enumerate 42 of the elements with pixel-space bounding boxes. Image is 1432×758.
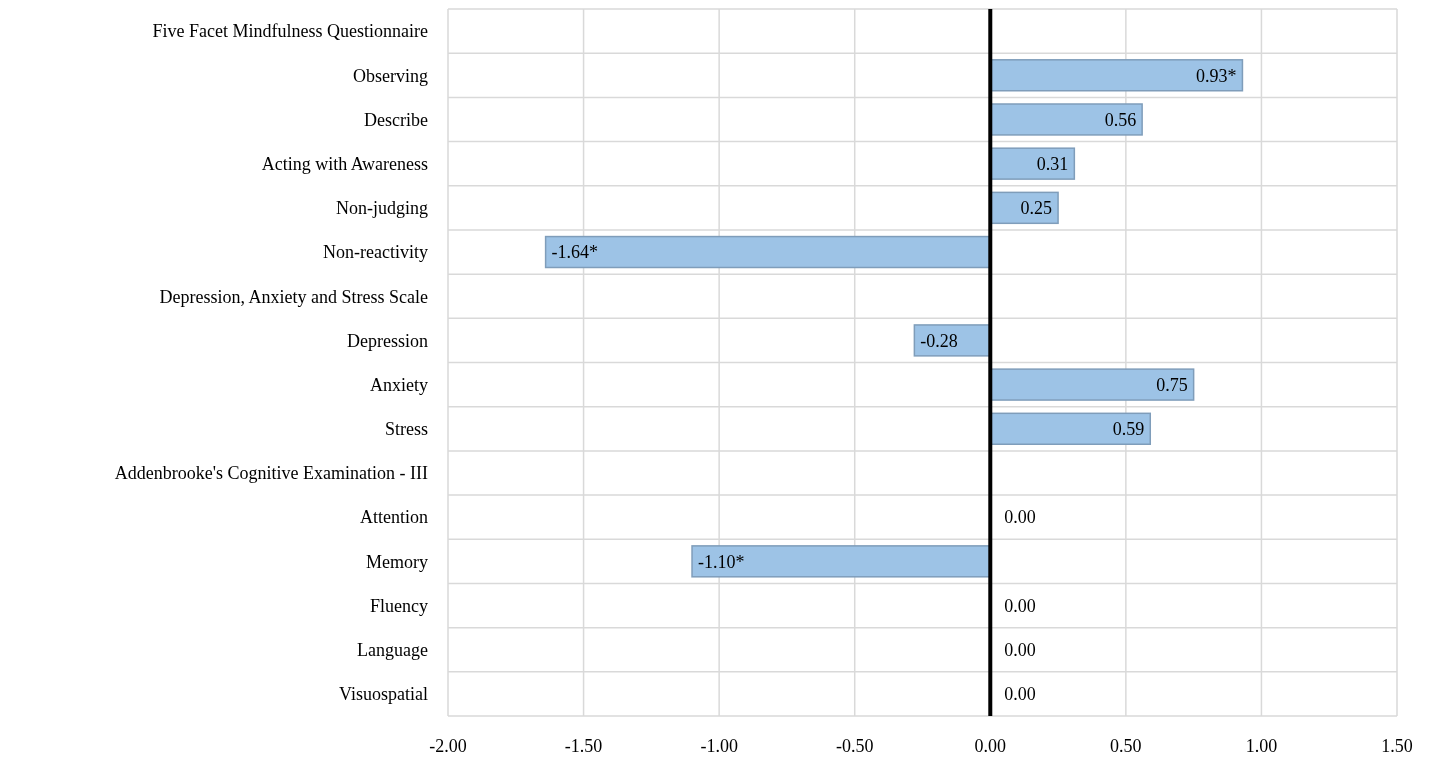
y-tick-label: Language <box>357 640 428 661</box>
data-label: 0.00 <box>1004 684 1036 705</box>
x-tick-label: -1.00 <box>700 736 738 757</box>
bar <box>989 103 1143 136</box>
bar <box>989 59 1244 92</box>
bar <box>989 412 1152 445</box>
bar <box>989 147 1076 180</box>
data-label: 0.00 <box>1004 507 1036 528</box>
data-label: 0.56 <box>1104 109 1137 130</box>
bar <box>989 368 1195 401</box>
y-tick-label: Five Facet Mindfulness Questionnaire <box>152 21 429 42</box>
y-tick-label: Stress <box>384 419 428 440</box>
y-tick-label: Memory <box>366 551 428 572</box>
x-tick-label: -0.50 <box>835 736 874 757</box>
y-tick-label: Depression <box>347 330 428 351</box>
data-label: 0.59 <box>1112 419 1145 440</box>
y-tick-label: Acting with Awareness <box>261 153 428 174</box>
y-tick-label: Attention <box>360 507 428 528</box>
y-tick-label: Addenbrooke's Cognitive Examination - III <box>114 463 429 484</box>
y-tick-label: Anxiety <box>370 374 428 395</box>
x-tick-label: 1.00 <box>1245 736 1278 757</box>
data-label: -1.64* <box>551 242 599 263</box>
x-tick-label: 1.50 <box>1381 736 1413 757</box>
data-label: 0.00 <box>1004 640 1036 661</box>
x-tick-label: -1.50 <box>564 736 603 757</box>
y-tick-label: Depression, Anxiety and Stress Scale <box>159 286 429 307</box>
data-label: -1.10* <box>698 551 745 572</box>
y-tick-label: Visuospatial <box>339 684 428 705</box>
y-tick-label: Non-reactivity <box>323 242 428 263</box>
data-label: 0.93* <box>1195 65 1237 86</box>
y-tick-label: Observing <box>353 65 428 86</box>
data-label: 0.31 <box>1036 153 1069 174</box>
x-tick-label: 0.50 <box>1110 736 1142 757</box>
y-tick-label: Non-judging <box>336 198 428 219</box>
x-tick-label: 0.00 <box>974 736 1007 757</box>
x-tick-label: -2.00 <box>429 736 467 757</box>
data-label: 0.75 <box>1156 374 1188 395</box>
y-tick-label: Fluency <box>370 595 428 616</box>
y-tick-label: Describe <box>364 109 429 130</box>
data-label: 0.25 <box>1020 198 1053 219</box>
data-label: -0.28 <box>920 330 958 351</box>
data-label: 0.00 <box>1004 595 1036 616</box>
